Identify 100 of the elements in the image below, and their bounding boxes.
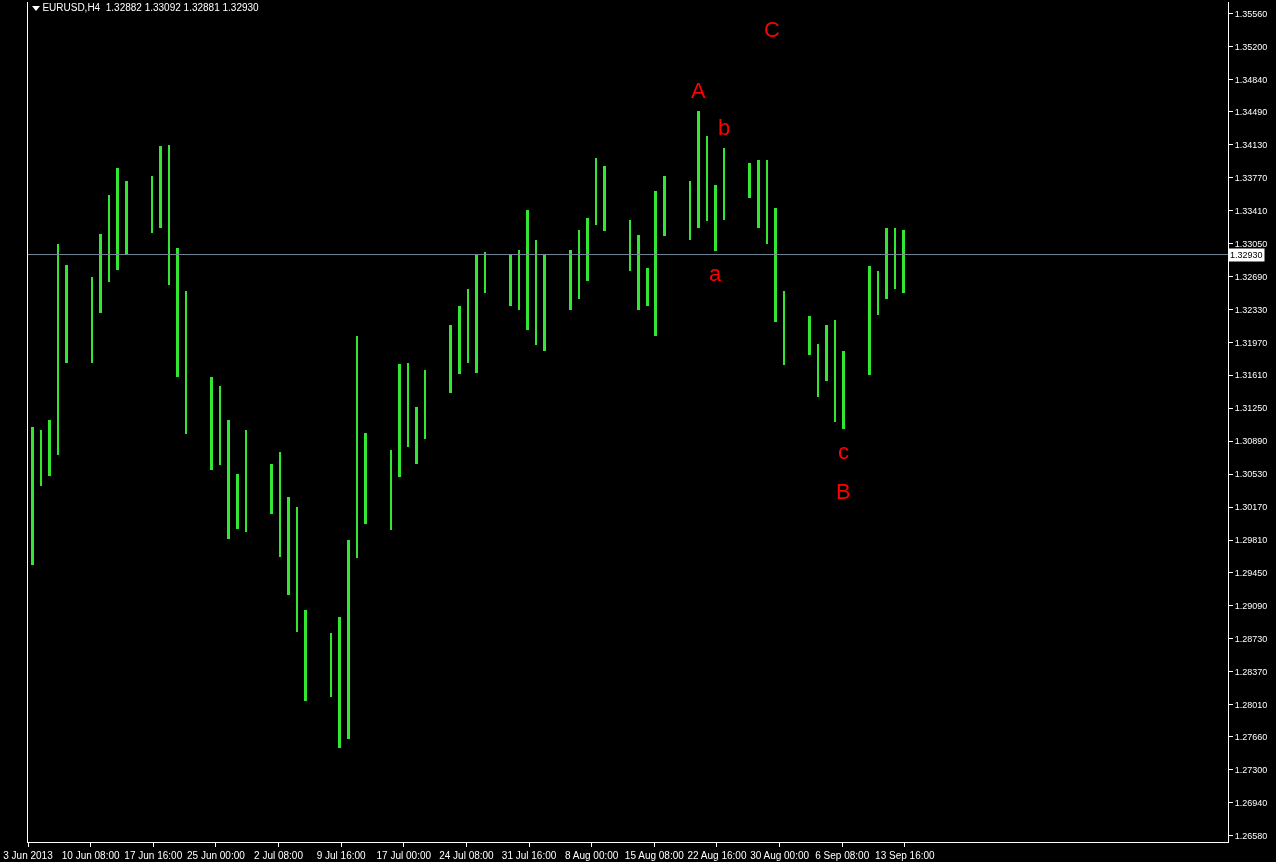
bar	[458, 306, 461, 374]
x-tick-label: 22 Aug 16:00	[687, 850, 747, 861]
y-tick-label: 1.33050	[1234, 238, 1268, 249]
bar	[842, 351, 845, 429]
bar	[646, 268, 649, 306]
y-tick-label: 1.26580	[1234, 830, 1268, 841]
bar	[151, 176, 153, 233]
bar	[338, 617, 341, 748]
bar	[902, 230, 905, 293]
x-tick-label: 9 Jul 16:00	[316, 850, 367, 861]
y-tick-label: 1.28010	[1234, 699, 1268, 710]
y-tick-label: 1.32690	[1234, 271, 1268, 282]
bar	[304, 610, 307, 701]
y-tick-label: 1.34840	[1234, 74, 1268, 85]
bar	[543, 255, 546, 351]
bar	[40, 430, 42, 486]
x-tick-label: 31 Jul 16:00	[501, 850, 557, 861]
bar	[91, 277, 93, 363]
y-tick-label: 1.27660	[1234, 731, 1268, 742]
bar	[398, 364, 401, 477]
y-tick-label: 1.35200	[1234, 41, 1268, 52]
bar	[484, 252, 486, 293]
bar	[270, 464, 273, 514]
annotation: a	[709, 261, 722, 286]
bar	[825, 325, 828, 381]
y-tick-label: 1.27300	[1234, 764, 1268, 775]
bar	[227, 420, 230, 539]
bar	[535, 240, 537, 345]
bar	[330, 633, 332, 697]
y-tick-label: 1.29090	[1234, 601, 1268, 612]
bar	[637, 235, 640, 310]
annotation: b	[718, 115, 731, 140]
bar	[748, 163, 751, 198]
bar	[569, 250, 572, 310]
ref-line-label: 1.32930	[1230, 250, 1263, 260]
bar	[586, 218, 589, 281]
bar	[723, 148, 725, 220]
bar	[176, 248, 179, 377]
bar	[390, 450, 392, 530]
bar	[654, 191, 657, 336]
x-tick-label: 8 Aug 00:00	[565, 850, 619, 861]
bar	[108, 195, 110, 282]
annotation: B	[836, 479, 851, 504]
bar	[629, 220, 631, 271]
bar	[766, 160, 768, 244]
bar	[48, 420, 51, 476]
x-tick-label: 10 Jun 08:00	[61, 850, 120, 861]
bar	[808, 316, 811, 355]
bar	[168, 145, 170, 285]
bar	[185, 291, 187, 434]
bar	[245, 430, 247, 532]
bar	[125, 181, 128, 255]
annotation: A	[691, 78, 706, 103]
bar	[296, 507, 298, 632]
bar	[885, 228, 888, 299]
bar	[774, 208, 777, 322]
bar	[364, 433, 367, 524]
annotation: c	[838, 439, 849, 464]
bar	[578, 230, 580, 299]
bar	[347, 540, 350, 739]
x-tick-label: 3 Jun 2013	[3, 850, 54, 861]
bar	[116, 168, 119, 270]
y-tick-label: 1.30530	[1234, 469, 1268, 480]
annotation: C	[764, 17, 780, 42]
x-tick-label: 13 Sep 16:00	[875, 850, 936, 861]
bar	[356, 336, 358, 558]
y-tick-label: 1.35560	[1234, 9, 1268, 20]
bar	[526, 210, 529, 330]
bar	[509, 254, 512, 306]
bar	[518, 250, 520, 310]
chart-title: EURUSD,H4 1.32882 1.33092 1.32881 1.32930	[42, 2, 260, 14]
x-tick-label: 17 Jul 00:00	[376, 850, 432, 861]
bar	[407, 363, 409, 447]
y-tick-label: 1.30170	[1234, 502, 1268, 513]
bar	[877, 271, 879, 315]
bar	[595, 158, 597, 225]
bar	[757, 160, 760, 228]
bar	[697, 111, 700, 228]
bar	[31, 427, 34, 565]
bar	[279, 452, 281, 557]
y-tick-label: 1.28370	[1234, 666, 1268, 677]
x-tick-label: 17 Jun 16:00	[124, 850, 183, 861]
y-tick-label: 1.34130	[1234, 139, 1268, 150]
x-tick-label: 24 Jul 08:00	[439, 850, 495, 861]
y-tick-label: 1.33770	[1234, 172, 1268, 183]
bar	[415, 407, 418, 464]
y-tick-label: 1.32330	[1234, 304, 1268, 315]
bar	[603, 166, 606, 231]
bar	[868, 266, 871, 375]
bar	[219, 386, 221, 465]
bar	[449, 325, 452, 393]
bar	[834, 320, 836, 422]
y-tick-label: 1.26940	[1234, 797, 1268, 808]
bar	[706, 136, 708, 221]
y-tick-label: 1.34490	[1234, 106, 1268, 117]
x-tick-label: 15 Aug 08:00	[624, 850, 685, 861]
x-tick-label: 25 Jun 00:00	[186, 850, 246, 861]
y-tick-label: 1.31250	[1234, 403, 1268, 414]
x-tick-label: 2 Jul 08:00	[254, 850, 304, 861]
bar	[714, 185, 717, 251]
